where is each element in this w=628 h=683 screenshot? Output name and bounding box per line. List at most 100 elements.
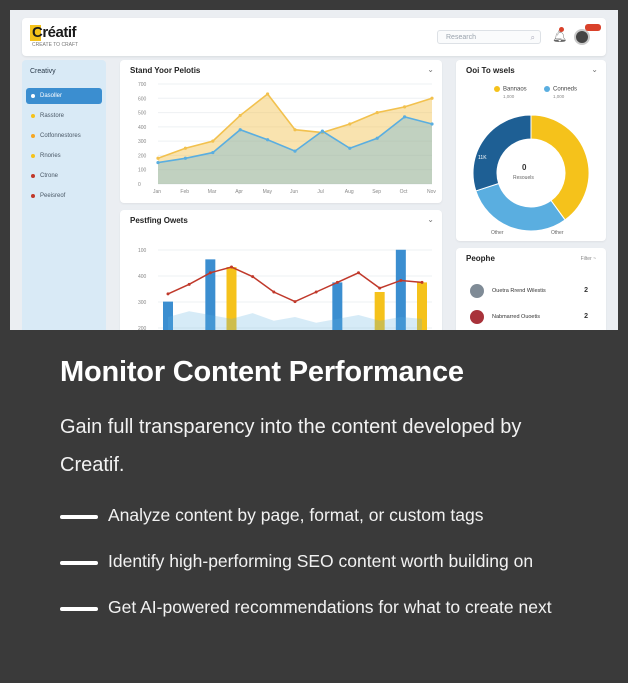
feature-text: Identify high-performing SEO content wor… (108, 551, 534, 571)
data-point (266, 92, 270, 96)
legend-item: Conneds 1,000 (544, 86, 577, 99)
data-point (208, 271, 212, 275)
sidebar-item-dot-icon (31, 134, 35, 138)
y-tick-label: 100 (138, 248, 147, 254)
people-card: Peophe Filter ~ Ouetra Rrend Wilestis 2 … (456, 248, 606, 330)
data-point (238, 128, 242, 132)
search-input[interactable]: Research ⌕ (437, 30, 541, 44)
sidebar-item-dot-icon (31, 94, 35, 98)
dash-icon (60, 561, 98, 565)
sidebar: Creativy Dasoller Rasstore Cotfonnestores R… (22, 60, 106, 330)
avatar[interactable] (574, 24, 601, 45)
legend-item: Bannaos 1,000 (494, 86, 527, 99)
avatar (470, 284, 484, 298)
filter-dropdown[interactable]: Filter ~ (580, 256, 596, 262)
pie-slice (472, 114, 532, 192)
sidebar-item[interactable]: Peeisreof (26, 188, 102, 204)
series-area (158, 116, 432, 184)
data-point (320, 129, 324, 133)
feature-item: Get AI-powered recommendations for what … (60, 597, 600, 621)
pie-slice (475, 182, 566, 232)
bar (395, 249, 406, 330)
data-point (238, 113, 242, 118)
donut-chart-card: Ooi To wsels ⌄ Bannaos 1,000 Conneds 1,0… (456, 60, 606, 241)
legend-sub: 1,000 (553, 93, 565, 99)
y-tick-label: 400 (138, 125, 147, 131)
data-point (314, 290, 318, 294)
creatif-logo[interactable]: Créatif CREATE TO CRAFT (30, 24, 92, 50)
data-point (156, 156, 160, 160)
data-point (403, 115, 407, 119)
sidebar-item-dot-icon (31, 194, 35, 198)
x-tick-label: Jan (153, 189, 161, 195)
bell-icon[interactable]: 🔔︎ (552, 27, 568, 43)
x-tick-label: Sep (372, 189, 381, 195)
data-point (293, 149, 297, 153)
bar-chart-card: Pestfing Owets ⌄ 100 400 300 200 (120, 210, 442, 330)
data-point (357, 271, 360, 275)
y-tick-label: 200 (138, 153, 147, 159)
sidebar-item-label: Rasstore (40, 113, 65, 119)
chevron-down-icon[interactable]: ⌄ (427, 65, 434, 74)
sidebar-item-dot-icon (31, 114, 35, 118)
chevron-down-icon[interactable]: ⌄ (427, 215, 434, 224)
sidebar-item[interactable]: Cotfonnestores (26, 128, 102, 144)
dash-icon (60, 515, 98, 519)
search-placeholder: Research (446, 34, 476, 41)
sidebar-item-label: Rnories (40, 153, 61, 159)
data-point (403, 105, 407, 109)
donut-bottom-label: Other (551, 230, 564, 236)
data-point (335, 280, 339, 284)
x-tick-label: Nov (427, 189, 436, 195)
data-point (293, 300, 297, 304)
data-point (156, 160, 160, 165)
data-point (430, 122, 434, 126)
data-point (348, 122, 352, 126)
area-chart-card: Stand Yoor Pelotis ⌄ 700 600 500 400 300 200 1… (120, 60, 442, 203)
x-tick-label: Aug (345, 189, 354, 195)
data-point (375, 136, 379, 140)
sidebar-title: Creativy (30, 68, 56, 75)
area-chart-title: Stand Yoor Pelotis (130, 66, 201, 75)
dashboard-screenshot: Créatif CREATE TO CRAFT Research ⌕ 🔔︎ Cr… (10, 10, 618, 330)
sidebar-item[interactable]: Rnories (26, 148, 102, 164)
avatar-badge (585, 24, 601, 31)
sidebar-item[interactable]: Ctrone (26, 168, 102, 184)
bar (205, 259, 216, 330)
feature-item: Analyze content by page, format, or cust… (60, 505, 600, 529)
feature-text: Analyze content by page, format, or cust… (108, 505, 484, 525)
series-area (158, 94, 432, 184)
avatar (470, 310, 484, 324)
donut-slice-label: 11K (478, 155, 487, 161)
donut-chart (472, 114, 590, 232)
x-tick-label: May (263, 189, 273, 195)
data-point (399, 278, 403, 282)
person-name: Ouetra Rrend Wilestis (492, 288, 546, 294)
data-point (183, 146, 187, 150)
person-value: 2 (584, 313, 588, 320)
person-value: 2 (584, 287, 588, 294)
legend-label: Conneds (553, 86, 578, 93)
sidebar-item[interactable]: Dasoller (26, 88, 102, 104)
legend-swatch (544, 86, 550, 92)
y-tick-label: 300 (138, 300, 147, 306)
sidebar-item-dot-icon (31, 154, 35, 158)
y-tick-label: 200 (138, 326, 147, 330)
y-tick-label: 0 (138, 182, 141, 188)
data-point (211, 139, 215, 143)
data-point (230, 265, 233, 269)
pie-slice (530, 114, 590, 221)
data-point (251, 275, 255, 279)
chevron-down-icon[interactable]: ⌄ (591, 65, 598, 74)
sidebar-item-label: Dasoller (40, 93, 63, 99)
data-point (187, 282, 191, 286)
page-description: Gain full transparency into the content … (60, 416, 522, 476)
people-row[interactable]: Ouetra Rrend Wilestis 2 (470, 284, 596, 302)
donut-chart-title: Ooi To wsels (466, 66, 515, 75)
people-row[interactable]: Nabmarred Ouoetis 2 (470, 310, 596, 328)
data-point (266, 138, 270, 142)
bar (163, 301, 173, 330)
bar-chart-title: Pestfing Owets (130, 216, 188, 225)
sidebar-item[interactable]: Rasstore (26, 108, 102, 124)
y-tick-label: 700 (138, 82, 147, 88)
